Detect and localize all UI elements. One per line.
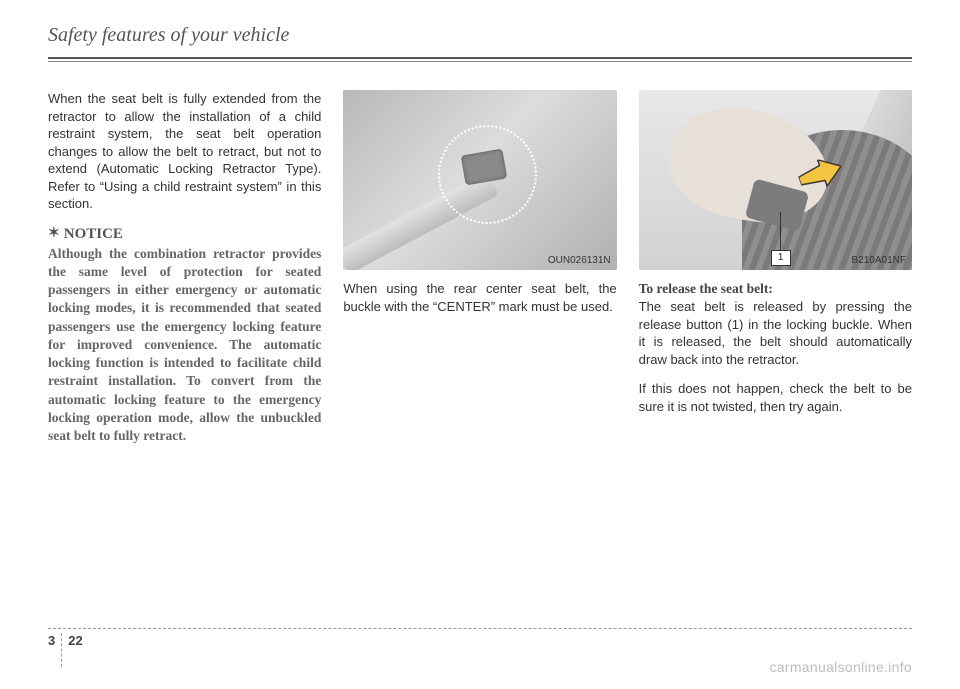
notice-heading: ✶ NOTICE [48, 225, 321, 243]
watermark: carmanualsonline.info [770, 659, 913, 675]
figure-center-buckle: OUN026131N [343, 90, 616, 270]
header-rule-thin [48, 61, 912, 62]
column-2: OUN026131N When using the rear center se… [343, 90, 616, 445]
column-3: 1 B210A01NF To release the seat belt: Th… [639, 90, 912, 445]
section-number: 3 [48, 633, 62, 667]
notice-body: Although the combination retractor provi… [48, 245, 321, 445]
column-1: When the seat belt is fully extended fro… [48, 90, 321, 445]
fig1-highlight-circle [438, 125, 537, 224]
figure-release-belt: 1 B210A01NF [639, 90, 912, 270]
section-header: Safety features of your vehicle [48, 24, 912, 51]
col1-paragraph: When the seat belt is fully extended fro… [48, 90, 321, 213]
callout-1-box: 1 [771, 250, 791, 266]
figure2-code: B210A01NF [852, 255, 906, 266]
footer-dotted-rule [48, 628, 912, 629]
figure1-caption: When using the rear center seat belt, th… [343, 280, 616, 315]
release-body-1: The seat belt is released by pressing th… [639, 299, 912, 367]
header-rule-thick [48, 57, 912, 59]
content-columns: When the seat belt is fully extended fro… [48, 90, 912, 445]
notice-star-icon: ✶ [48, 226, 60, 241]
page-number-value: 22 [62, 633, 82, 648]
manual-page: Safety features of your vehicle When the… [0, 0, 960, 689]
release-paragraph-2: If this does not happen, check the belt … [639, 380, 912, 415]
release-paragraph-1: To release the seat belt: The seat belt … [639, 280, 912, 368]
figure1-code: OUN026131N [548, 255, 611, 266]
notice-label: NOTICE [64, 226, 123, 242]
release-lead: To release the seat belt: [639, 281, 773, 296]
callout-leader-line [780, 212, 781, 252]
